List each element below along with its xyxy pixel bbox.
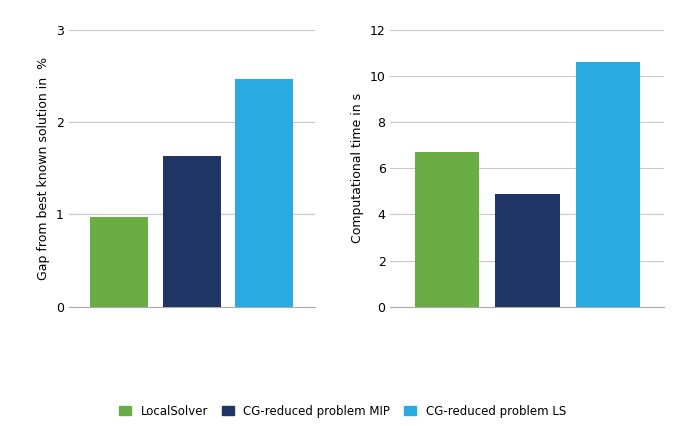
Y-axis label: Gap from best known solution in  %: Gap from best known solution in % — [37, 57, 50, 280]
Legend: LocalSolver, CG-reduced problem MIP, CG-reduced problem LS: LocalSolver, CG-reduced problem MIP, CG-… — [116, 403, 569, 420]
Bar — [236, 79, 293, 307]
Bar — [90, 217, 148, 307]
Bar — [576, 62, 640, 307]
Y-axis label: Computational time in s: Computational time in s — [351, 93, 364, 243]
Bar — [163, 156, 221, 307]
Bar — [495, 194, 560, 307]
Bar — [414, 152, 479, 307]
